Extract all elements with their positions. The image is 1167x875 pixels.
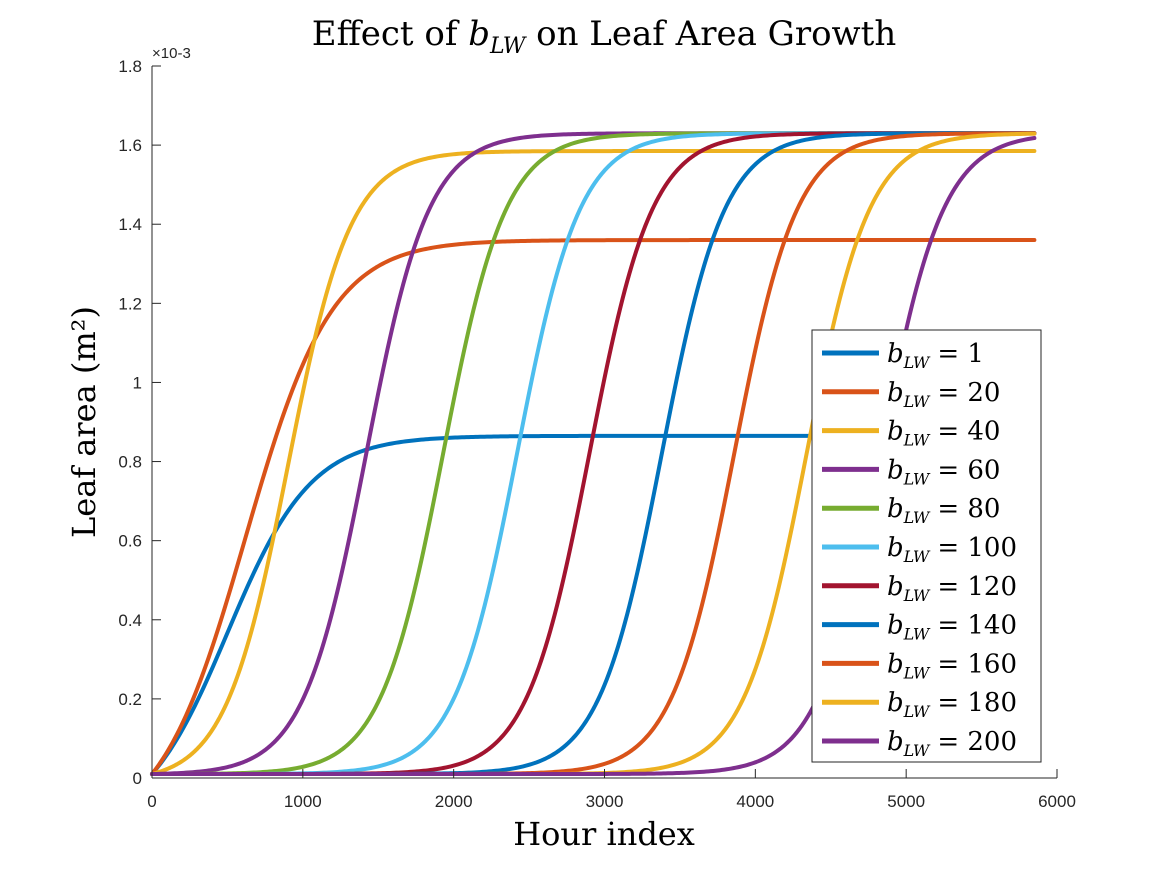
x-tick-label: 2000 <box>435 792 473 811</box>
y-tick-label: 0.8 <box>118 453 142 472</box>
y-tick-label: 1.4 <box>118 215 142 234</box>
chart-title-prefix: Effect of <box>312 14 468 54</box>
legend-item-80: bLW = 80 <box>822 494 1000 527</box>
legend-label: bLW = 120 <box>887 572 1017 605</box>
tick-labels: 0 1000 2000 3000 4000 5000 6000 0 0.2 0.4 0.6 0.8 1 1… <box>118 57 1076 811</box>
y-tick-label: 0.4 <box>118 611 142 630</box>
legend-item-100: bLW = 100 <box>822 533 1017 566</box>
y-tick-label: 1.6 <box>118 136 142 155</box>
legend-label: bLW = 140 <box>887 611 1017 644</box>
y-tick-label: 0.6 <box>118 532 142 551</box>
y-tick-label: 1 <box>133 373 142 392</box>
y-axis-label: Leaf area (m²) <box>65 306 103 538</box>
legend-item-60: bLW = 60 <box>822 455 1000 488</box>
y-tick-label: 0 <box>133 769 142 788</box>
y-axis-multiplier: ×10-3 <box>152 45 191 62</box>
legend-item-180: bLW = 180 <box>822 688 1017 721</box>
x-tick-label: 5000 <box>887 792 925 811</box>
x-tick-label: 6000 <box>1038 792 1076 811</box>
legend-item-40: bLW = 40 <box>822 417 1000 450</box>
legend-label: bLW = 100 <box>887 533 1017 566</box>
legend-label: bLW = 160 <box>887 649 1017 682</box>
y-tick-label: 0.2 <box>118 690 142 709</box>
legend-item-1: bLW = 1 <box>822 339 984 372</box>
chart-title-suffix: on Leaf Area Growth <box>525 14 896 54</box>
x-tick-label: 1000 <box>284 792 322 811</box>
y-tick-label: 1.8 <box>118 57 142 76</box>
legend-item-200: bLW = 200 <box>822 727 1017 760</box>
x-tick-label: 3000 <box>586 792 624 811</box>
series-line-40 <box>150 149 1037 777</box>
axes <box>151 65 1058 779</box>
legend-label: bLW = 80 <box>887 494 1000 527</box>
legend-label: bLW = 40 <box>887 417 1000 450</box>
legend-item-20: bLW = 20 <box>822 378 1000 411</box>
legend-label: bLW = 200 <box>887 727 1017 760</box>
legend-items: bLW = 1 bLW = 20 bLW = 40 bLW = 60 bLW = 80 bLW = 1… <box>822 339 1017 760</box>
legend-label: bLW = 60 <box>887 455 1000 488</box>
legend-label: bLW = 1 <box>887 339 984 372</box>
x-tick-label: 4000 <box>736 792 774 811</box>
legend-label: bLW = 20 <box>887 378 1000 411</box>
series-line-20 <box>150 238 1037 777</box>
legend-item-140: bLW = 140 <box>822 611 1017 644</box>
y-tick-label: 1.2 <box>118 294 142 313</box>
chart-title-symbol: b <box>468 14 490 54</box>
chart-title: Effect of bLW on Leaf Area Growth <box>312 14 896 59</box>
chart-title-subscript: LW <box>489 34 528 59</box>
x-tick-label: 0 <box>147 792 156 811</box>
legend-label: bLW = 180 <box>887 688 1017 721</box>
x-axis-label: Hour index <box>513 815 695 853</box>
legend-item-160: bLW = 160 <box>822 649 1017 682</box>
legend-item-120: bLW = 120 <box>822 572 1017 605</box>
legend: bLW = 1 bLW = 20 bLW = 40 bLW = 60 bLW = 80 bLW = 1… <box>811 329 1042 763</box>
